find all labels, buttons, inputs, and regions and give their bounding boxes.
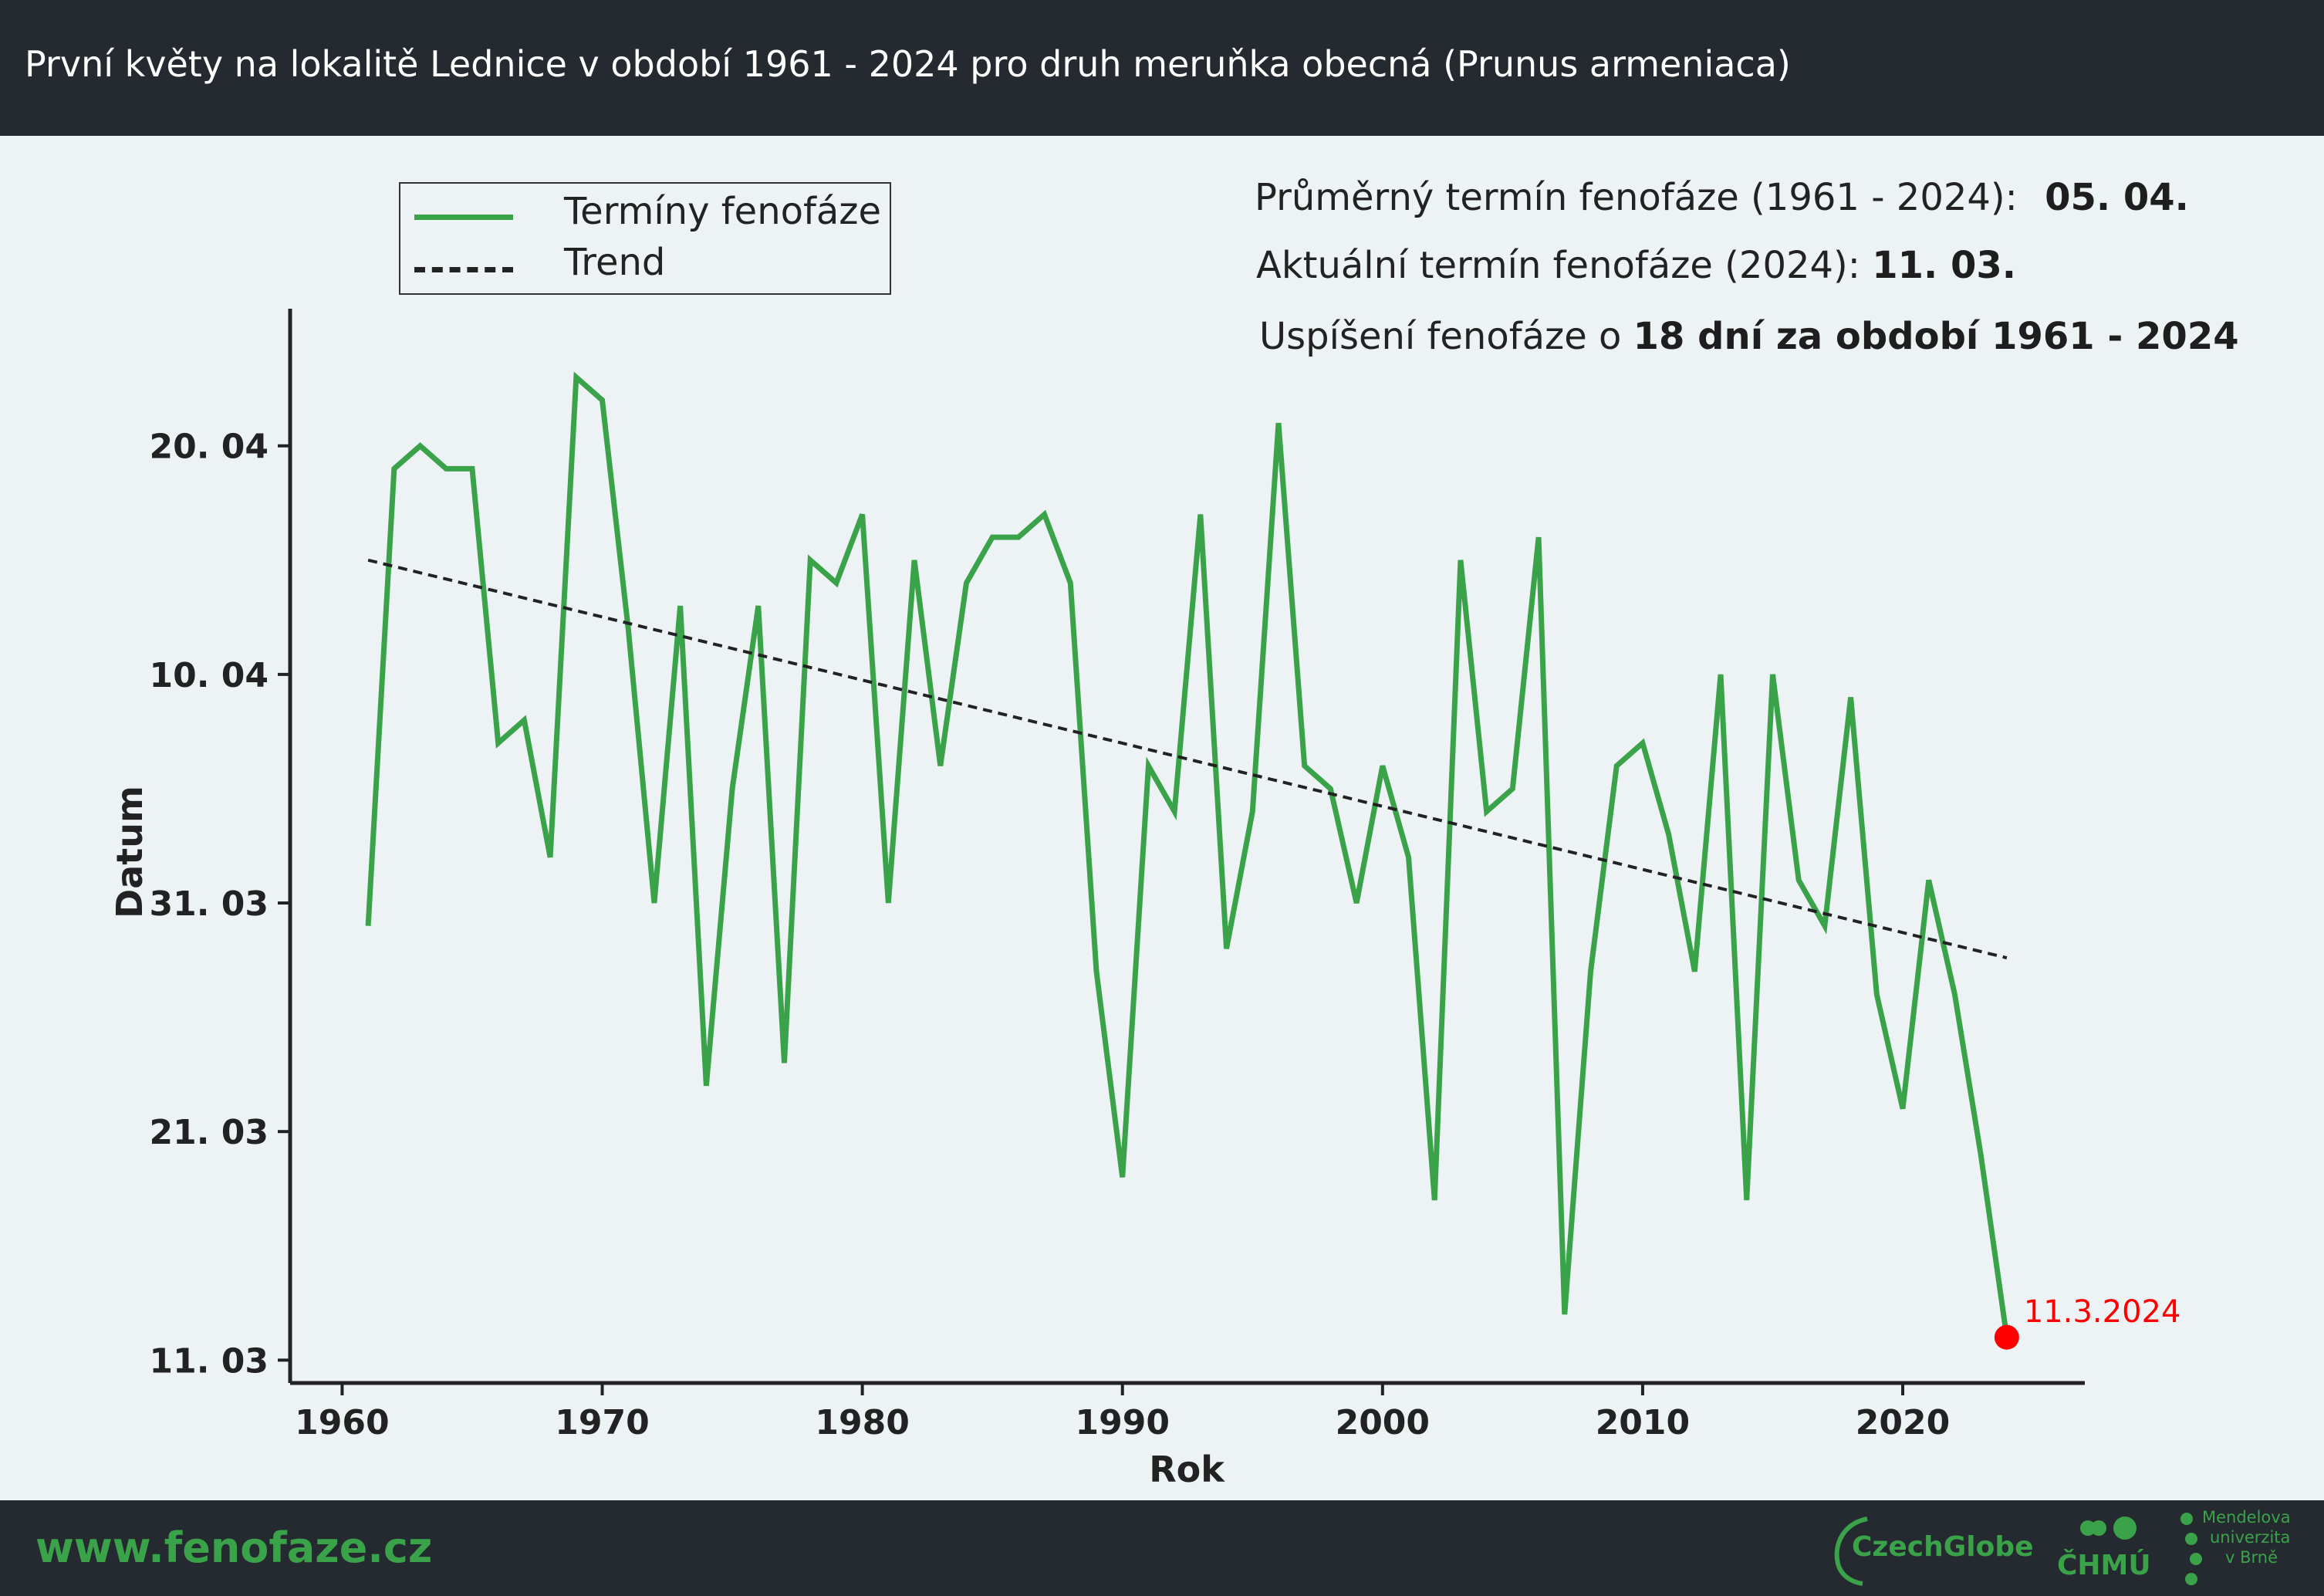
legend-label-series: Termíny fenofáze [564, 190, 882, 233]
mendel-logo-line2: univerzita [2210, 1528, 2291, 1547]
average-term: Průměrný termín fenofáze (1961 - 2024): … [1255, 176, 2189, 219]
phase-shift-value: 18 dní za období 1961 - 2024 [1633, 315, 2239, 358]
legend-swatch-trend [414, 267, 513, 272]
mendel-logo-line1: Mendelova [2202, 1508, 2291, 1527]
y-tick-label-31: 31. 03 [150, 884, 269, 924]
x-tick-label-2010: 2010 [1596, 1403, 1690, 1442]
x-tick-label-1960: 1960 [295, 1403, 389, 1442]
current-term: Aktuální termín fenofáze (2024): 11. 03. [1256, 244, 2016, 287]
legend-item-trend: Trend [400, 241, 890, 287]
y-tick-label-21: 21. 03 [150, 1113, 269, 1152]
average-term-value: 05. 04. [2045, 176, 2189, 219]
phenology-chart: 1960 1970 1980 1990 2000 2010 2020 11. 03 21. 03… [109, 309, 2181, 1490]
x-tick-label-1990: 1990 [1075, 1403, 1169, 1442]
average-term-label: Průměrný termín fenofáze (1961 - 2024): [1255, 176, 2018, 219]
x-tick-label-1980: 1980 [815, 1403, 909, 1442]
chart-axes: 1960 1970 1980 1990 2000 2010 2020 11. 03 21. 03… [109, 309, 2085, 1490]
legend-label-trend: Trend [564, 241, 666, 284]
czechglobe-logo: CzechGlobe [1829, 1513, 2034, 1587]
chmu-logo: ČHMÚ [2052, 1511, 2153, 1588]
phase-shift: Uspíšení fenofáze o 18 dní za období 196… [1259, 315, 2239, 358]
mendel-logo-line3: v Brně [2225, 1548, 2278, 1567]
czechglobe-logo-text: CzechGlobe [1852, 1531, 2034, 1563]
current-term-value: 11. 03. [1872, 244, 2016, 287]
mendel-logo: Mendelova univerzita v Brně [2176, 1508, 2322, 1593]
page-title: První květy na lokalitě Lednice v období… [25, 43, 1791, 85]
phase-shift-label: Uspíšení fenofáze o [1259, 315, 1622, 358]
czechglobe-swoosh-icon [1834, 1517, 1868, 1586]
x-tick-label-2020: 2020 [1856, 1403, 1950, 1442]
y-axis-label: Datum [109, 786, 150, 918]
chart-legend: Termíny fenofáze Trend [399, 182, 891, 295]
x-axis-label: Rok [1149, 1449, 1225, 1490]
highlight-label: 11.3.2024 [2024, 1294, 2181, 1330]
chmu-logo-text: ČHMÚ [2057, 1550, 2151, 1581]
chart-marks: 11.3.2024 [365, 371, 2181, 1350]
chmu-symbol-icon [2080, 1517, 2137, 1540]
header-bar: První květy na lokalitě Lednice v období… [0, 0, 2324, 136]
legend-swatch-series [414, 215, 513, 220]
series-line-termins [365, 371, 2010, 1338]
y-tick-label-51: 20. 04 [150, 428, 269, 467]
legend-item-series: Termíny fenofáze [400, 190, 890, 236]
footer-url-link[interactable]: www.fenofaze.cz [35, 1523, 433, 1572]
y-tick-label-11: 11. 03 [150, 1341, 269, 1381]
mendel-dots-icon [2180, 1513, 2202, 1585]
y-tick-label-41: 10. 04 [150, 656, 269, 695]
x-tick-label-1970: 1970 [555, 1403, 649, 1442]
x-tick-label-2000: 2000 [1336, 1403, 1430, 1442]
trend-line [367, 558, 2008, 960]
footer-bar: www.fenofaze.cz CzechGlobe ČHMÚ Mendelov… [0, 1500, 2324, 1596]
highlight-point-2024 [1994, 1324, 2019, 1350]
current-term-label: Aktuální termín fenofáze (2024): [1256, 244, 1860, 287]
